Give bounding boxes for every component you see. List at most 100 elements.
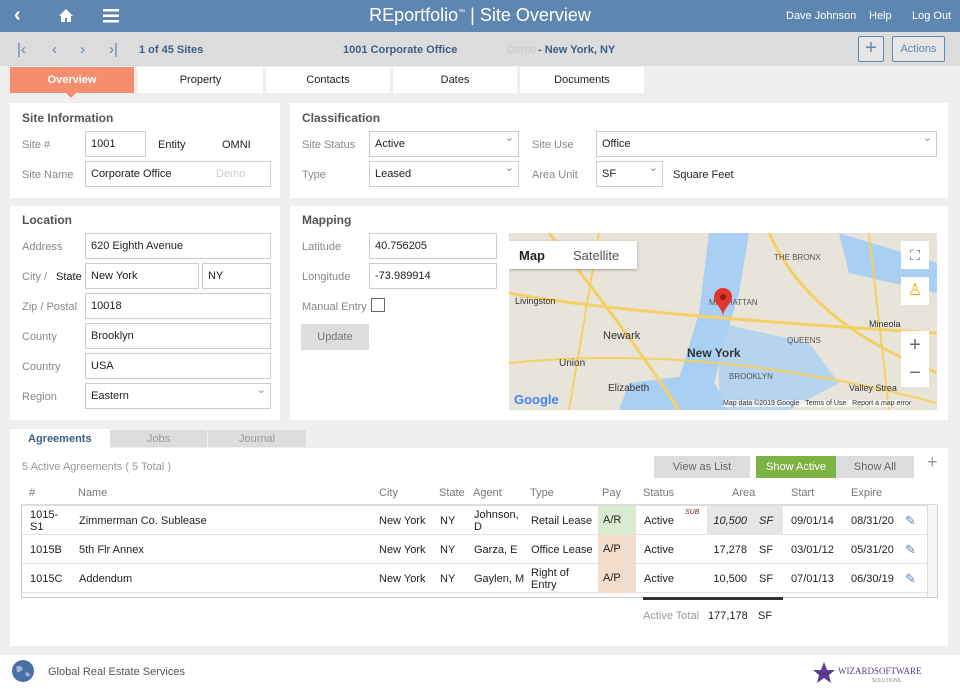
classification-panel: Classification Site Status Active Site U… xyxy=(290,103,948,198)
county-field[interactable]: Brooklyn xyxy=(85,323,271,349)
next-record-icon[interactable]: › xyxy=(80,41,85,58)
column-header[interactable]: Expire xyxy=(851,487,883,499)
type-select[interactable]: Leased xyxy=(369,156,519,187)
add-button[interactable]: + xyxy=(858,36,884,62)
cell-status: Active xyxy=(644,544,674,556)
area-unit-label: Area Unit xyxy=(532,169,578,181)
column-header[interactable]: State xyxy=(439,487,465,499)
column-header[interactable]: # xyxy=(29,487,36,499)
cell-area: 10,500 xyxy=(713,515,747,527)
site-status-select[interactable]: Active xyxy=(369,126,519,157)
logout-link[interactable]: Log Out xyxy=(912,10,952,22)
site-name-field[interactable]: Corporate Office Demo xyxy=(85,161,271,187)
update-button[interactable]: Update xyxy=(301,324,369,350)
state-field[interactable]: NY xyxy=(202,263,271,289)
show-active-button[interactable]: Show Active xyxy=(756,456,836,478)
map-label: Mineola xyxy=(869,319,901,329)
column-header[interactable]: Agent xyxy=(473,487,502,499)
map-label: THE BRONX xyxy=(774,253,821,262)
location-pin-icon[interactable] xyxy=(713,288,733,318)
globe-icon xyxy=(12,660,34,682)
active-total-label: Active Total xyxy=(643,610,700,622)
area-unit-select[interactable]: SF xyxy=(596,156,663,187)
zip-field[interactable]: 10018 xyxy=(85,293,271,319)
panel-title: Site Information xyxy=(22,111,114,125)
app-header: ‹ REportfolio™ | Site Overview Dave John… xyxy=(0,0,960,32)
map-view[interactable]: Map Satellite New York Newark Union Eliz… xyxy=(509,233,937,410)
tab-dates[interactable]: Dates xyxy=(393,67,517,93)
region-label: Region xyxy=(22,391,57,403)
county-label: County xyxy=(22,331,57,343)
longitude-field[interactable]: -73.989914 xyxy=(369,263,497,289)
cell-city: New York xyxy=(379,515,426,527)
city-field[interactable]: New York xyxy=(85,263,199,289)
address-field[interactable]: 620 Eighth Avenue xyxy=(85,233,271,259)
home-icon[interactable] xyxy=(58,8,74,23)
column-header[interactable]: Area xyxy=(732,487,756,499)
tab-overview[interactable]: Overview xyxy=(10,67,134,93)
region-select[interactable]: Eastern xyxy=(85,378,271,409)
edit-pencil-icon[interactable]: ✎ xyxy=(905,542,916,557)
column-header[interactable]: Pay xyxy=(602,487,621,499)
cell-state: NY xyxy=(440,573,456,585)
cell-start: 07/01/13 xyxy=(791,573,834,585)
prev-record-icon[interactable]: ‹ xyxy=(52,41,57,58)
table-scrollbar[interactable] xyxy=(927,505,937,597)
tab-contacts[interactable]: Contacts xyxy=(266,67,390,93)
street-view-icon[interactable]: ♙ xyxy=(901,277,929,305)
map-attribution[interactable]: Map data ©2019 Google Terms of Use Repor… xyxy=(723,400,912,407)
cell-pay: A/P xyxy=(598,564,636,593)
agreements-table: 1015-S1 Zimmerman Co. Sublease New York NY J… xyxy=(21,504,938,598)
column-header[interactable]: Type xyxy=(530,487,554,499)
zoom-in-icon[interactable]: + xyxy=(909,334,921,356)
user-name[interactable]: Dave Johnson xyxy=(786,10,857,22)
last-record-icon[interactable]: ›| xyxy=(109,41,118,58)
country-field[interactable]: USA xyxy=(85,353,271,379)
show-all-button[interactable]: Show All xyxy=(836,456,914,478)
map-tab[interactable]: Map xyxy=(519,248,545,263)
latitude-field[interactable]: 40.756205 xyxy=(369,233,497,259)
cell-num: 1015B xyxy=(30,544,62,556)
tab-jobs[interactable]: Jobs xyxy=(110,430,207,447)
tab-property[interactable]: Property xyxy=(138,67,263,93)
tab-documents[interactable]: Documents xyxy=(520,67,644,93)
column-header[interactable]: Status xyxy=(643,487,675,499)
cell-pay: A/P xyxy=(598,535,636,564)
satellite-tab[interactable]: Satellite xyxy=(573,248,620,263)
table-row[interactable]: 1015C Addendum New York NY Gaylen, M Right of… xyxy=(22,564,937,593)
sub-badge: SUB xyxy=(685,509,700,516)
map-label: Newark xyxy=(603,330,641,342)
view-as-list-button[interactable]: View as List xyxy=(654,456,750,478)
record-toolbar: |‹ ‹ › ›| 1 of 45 Sites 1001 Corporate O… xyxy=(0,32,960,66)
column-header[interactable]: Start xyxy=(791,487,815,499)
site-use-label: Site Use xyxy=(532,139,574,151)
menu-icon[interactable] xyxy=(103,9,119,23)
actions-button[interactable]: Actions xyxy=(892,36,945,62)
zoom-out-icon[interactable]: − xyxy=(909,362,921,384)
map-label: Elizabeth xyxy=(608,383,650,394)
map-label: MANHATTAN xyxy=(709,298,758,307)
column-header[interactable]: City xyxy=(379,487,398,499)
manual-entry-checkbox[interactable] xyxy=(371,298,385,312)
site-number-field[interactable]: 1001 xyxy=(85,131,146,157)
cell-unit: SF xyxy=(759,544,774,556)
first-record-icon[interactable]: |‹ xyxy=(17,41,26,58)
table-row[interactable]: 1015-S1 Zimmerman Co. Sublease New York NY J… xyxy=(22,506,937,535)
cell-pay: A/R xyxy=(598,506,636,535)
agreements-panel: 5 Active Agreements ( 5 Total ) View as … xyxy=(10,448,948,646)
add-agreement-icon[interactable]: + xyxy=(927,452,938,472)
agreements-summary: 5 Active Agreements ( 5 Total ) xyxy=(22,461,171,473)
tab-agreements[interactable]: Agreements xyxy=(10,429,110,448)
back-icon[interactable]: ‹ xyxy=(14,4,21,26)
edit-pencil-icon[interactable]: ✎ xyxy=(905,513,916,528)
fullscreen-icon[interactable]: ⛶ xyxy=(901,241,929,269)
column-header[interactable]: Name xyxy=(78,487,108,499)
help-link[interactable]: Help xyxy=(869,10,892,22)
site-use-select[interactable]: Office xyxy=(596,126,937,157)
cell-num: 1015-S1 xyxy=(30,509,59,533)
tab-journal[interactable]: Journal xyxy=(208,430,306,447)
edit-pencil-icon[interactable]: ✎ xyxy=(905,571,916,586)
location-panel: Location Address 620 Eighth Avenue City … xyxy=(10,206,280,420)
cell-status: Active xyxy=(644,573,674,585)
table-row[interactable]: 1015B 5th Flr Annex New York NY Garza, E Offi… xyxy=(22,535,937,564)
